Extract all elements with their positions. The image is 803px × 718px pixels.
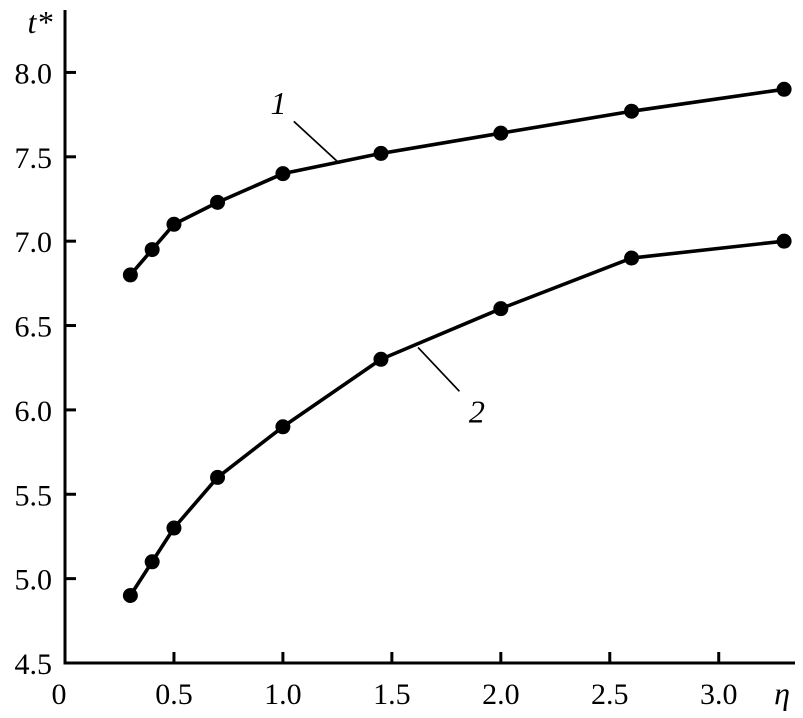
y-tick-label: 5.5 [15, 479, 53, 512]
y-axis-label: t* [28, 4, 53, 40]
y-tick-label: 4.5 [15, 648, 53, 681]
y-tick-label: 7.5 [15, 142, 53, 175]
x-tick-label: 2.5 [591, 678, 629, 711]
x-tick-label: 1.0 [264, 678, 302, 711]
x-tick-label: 0 [52, 678, 67, 711]
curve-2-point [144, 554, 160, 570]
curve-1-point [776, 81, 792, 97]
y-tick-label: 6.5 [15, 311, 53, 344]
curve-1-point [624, 103, 640, 119]
curve-2-point [275, 419, 291, 435]
axes [63, 10, 795, 665]
x-tick-label: 1.5 [373, 678, 411, 711]
annotation-leader-line [293, 120, 341, 165]
curve-1-point [122, 267, 138, 283]
curve-2-point [122, 588, 138, 604]
y-tick-label: 6.0 [15, 395, 53, 428]
annotation-leader-line [417, 346, 461, 392]
x-tick-label: 3.0 [700, 678, 738, 711]
curve-label-1: 1 [271, 85, 287, 121]
curve-1-point [210, 194, 226, 210]
curve-2-point [166, 520, 182, 536]
curve-2-point [493, 301, 509, 317]
curve-label-2: 2 [469, 394, 485, 430]
curve-2-point [210, 469, 226, 485]
curve-1-point [166, 216, 182, 232]
y-tick-label: 5.0 [15, 564, 53, 597]
curve-1-point [493, 125, 509, 141]
curve-1-point [144, 242, 160, 258]
curve-1-point [373, 145, 389, 161]
x-tick-label: 0.5 [155, 678, 193, 711]
x-axis-label: η [774, 675, 790, 711]
curve-1-line [128, 87, 786, 277]
x-tick-label: 2.0 [482, 678, 520, 711]
curve-2-point [373, 351, 389, 367]
y-tick-label: 8.0 [15, 57, 53, 90]
curve-1-point [275, 166, 291, 182]
y-tick-label: 7.0 [15, 226, 53, 259]
curve-2-point [624, 250, 640, 266]
curve-2-point [776, 233, 792, 249]
curve-2-line [128, 239, 786, 598]
